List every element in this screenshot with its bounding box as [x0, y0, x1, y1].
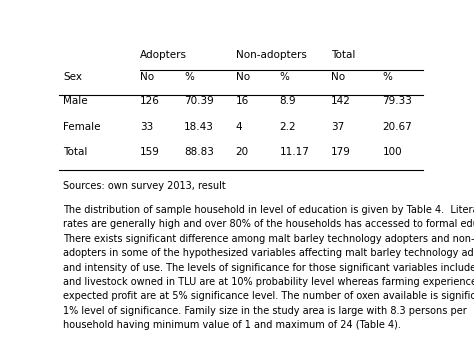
- Text: 18.43: 18.43: [184, 121, 214, 132]
- Text: 4: 4: [236, 121, 242, 132]
- Text: No: No: [236, 72, 250, 82]
- Text: Total: Total: [331, 50, 356, 60]
- Text: No: No: [331, 72, 345, 82]
- Text: %: %: [383, 72, 392, 82]
- Text: Sources: own survey 2013, result: Sources: own survey 2013, result: [63, 181, 226, 191]
- Text: 88.83: 88.83: [184, 147, 214, 157]
- Text: 100: 100: [383, 147, 402, 157]
- Text: 33: 33: [140, 121, 153, 132]
- Text: Adopters: Adopters: [140, 50, 187, 60]
- Text: The distribution of sample household in level of education is given by Table 4. : The distribution of sample household in …: [63, 205, 474, 330]
- Text: Non-adopters: Non-adopters: [236, 50, 307, 60]
- Text: 179: 179: [331, 147, 351, 157]
- Text: %: %: [184, 72, 194, 82]
- Text: 20: 20: [236, 147, 249, 157]
- Text: Male: Male: [63, 96, 88, 106]
- Text: 8.9: 8.9: [280, 96, 296, 106]
- Text: 2.2: 2.2: [280, 121, 296, 132]
- Text: 11.17: 11.17: [280, 147, 310, 157]
- Text: 79.33: 79.33: [383, 96, 412, 106]
- Text: Sex: Sex: [63, 72, 82, 82]
- Text: %: %: [280, 72, 290, 82]
- Text: No: No: [140, 72, 154, 82]
- Text: 20.67: 20.67: [383, 121, 412, 132]
- Text: 16: 16: [236, 96, 249, 106]
- Text: 142: 142: [331, 96, 351, 106]
- Text: 37: 37: [331, 121, 344, 132]
- Text: 159: 159: [140, 147, 160, 157]
- Text: Female: Female: [63, 121, 100, 132]
- Text: Total: Total: [63, 147, 87, 157]
- Text: 70.39: 70.39: [184, 96, 214, 106]
- Text: 126: 126: [140, 96, 160, 106]
